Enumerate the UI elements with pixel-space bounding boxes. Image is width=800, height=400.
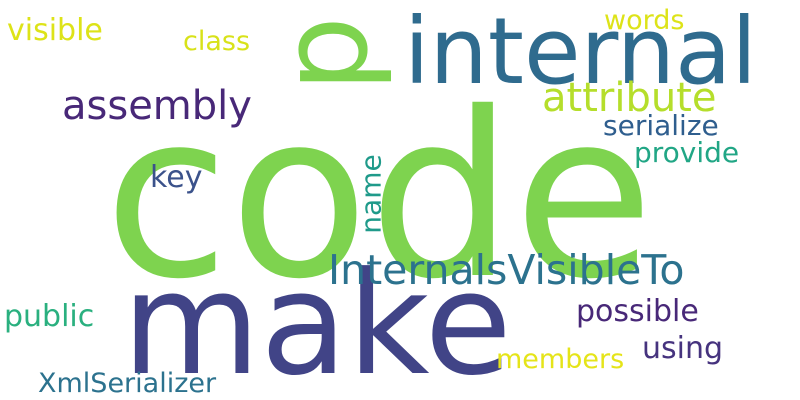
- word-p: p: [256, 15, 396, 93]
- word-using: using: [642, 331, 724, 366]
- word-possible: possible: [576, 294, 699, 329]
- word-internal: internal: [404, 0, 757, 105]
- word-provide: provide: [634, 136, 740, 169]
- word-key: key: [150, 160, 203, 195]
- word-make: make: [122, 242, 512, 400]
- word-name: name: [354, 154, 388, 234]
- word-public: public: [4, 299, 95, 334]
- word-internalsvisibleto: InternalsVisibleTo: [328, 246, 685, 294]
- word-code: code: [104, 63, 654, 329]
- word-assembly: assembly: [62, 83, 252, 129]
- word-visible: visible: [7, 13, 103, 48]
- word-serialize: serialize: [603, 109, 719, 142]
- word-attribute: attribute: [542, 75, 717, 121]
- word-class: class: [183, 26, 251, 57]
- word-members: members: [496, 344, 625, 375]
- word-xmlserializer: XmlSerializer: [38, 368, 217, 399]
- word-words: words: [604, 5, 685, 36]
